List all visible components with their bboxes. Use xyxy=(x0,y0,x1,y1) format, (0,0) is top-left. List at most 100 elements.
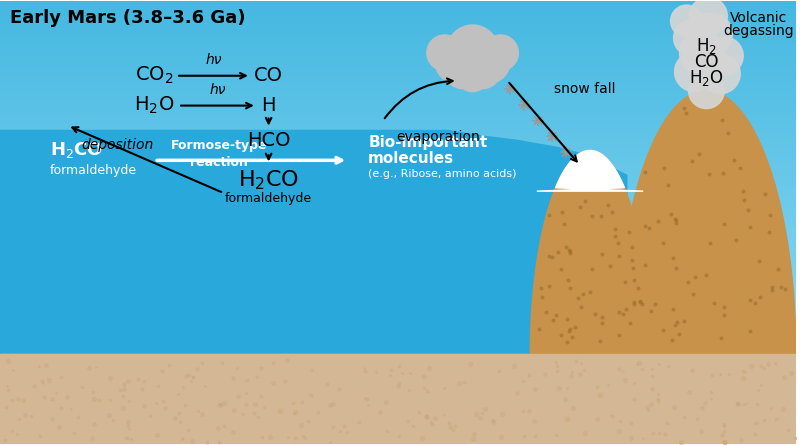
Bar xyxy=(0,241,796,245)
Bar xyxy=(0,226,796,230)
Circle shape xyxy=(434,38,481,84)
Circle shape xyxy=(445,53,481,89)
Bar xyxy=(0,163,796,167)
Text: evaporation: evaporation xyxy=(396,130,480,145)
Bar xyxy=(0,12,796,16)
Bar xyxy=(0,149,796,152)
Bar xyxy=(0,23,796,27)
Bar xyxy=(0,278,796,282)
Bar xyxy=(0,274,796,278)
Bar xyxy=(0,182,796,186)
Bar xyxy=(0,156,796,160)
Bar xyxy=(0,86,796,90)
Bar xyxy=(0,90,796,93)
Circle shape xyxy=(427,35,462,71)
Circle shape xyxy=(465,38,510,84)
Circle shape xyxy=(689,73,724,109)
Text: H$_2$O: H$_2$O xyxy=(134,95,174,116)
Circle shape xyxy=(690,0,727,35)
Bar xyxy=(0,82,796,86)
Text: hν: hν xyxy=(205,53,222,67)
Text: deposition: deposition xyxy=(82,138,154,152)
Bar xyxy=(0,400,796,403)
Bar xyxy=(0,359,796,363)
Circle shape xyxy=(457,60,489,92)
Bar xyxy=(0,407,796,411)
Bar xyxy=(0,348,796,352)
Bar xyxy=(0,200,796,204)
Text: Volcanic: Volcanic xyxy=(730,11,786,25)
Bar xyxy=(0,234,796,237)
Bar xyxy=(0,68,796,71)
Bar xyxy=(0,142,796,145)
Text: H: H xyxy=(262,96,276,115)
Bar xyxy=(0,319,796,322)
Circle shape xyxy=(679,31,723,75)
Bar xyxy=(0,42,796,45)
Text: Formose-type: Formose-type xyxy=(170,139,267,152)
Bar xyxy=(0,433,796,437)
Bar xyxy=(0,112,796,116)
Bar xyxy=(0,363,796,366)
Bar xyxy=(0,16,796,20)
Bar xyxy=(0,414,796,418)
Text: H$_2$CO: H$_2$CO xyxy=(238,168,299,192)
Bar xyxy=(0,171,796,174)
Text: snow fall: snow fall xyxy=(554,82,616,96)
Bar xyxy=(0,440,796,444)
Bar xyxy=(0,64,796,68)
Bar xyxy=(0,307,796,311)
Bar xyxy=(0,271,796,274)
Bar xyxy=(0,160,796,163)
Text: formaldehyde: formaldehyde xyxy=(225,192,312,205)
Text: formaldehyde: formaldehyde xyxy=(50,164,137,177)
Bar xyxy=(0,38,796,42)
Bar xyxy=(0,167,796,171)
Text: degassing: degassing xyxy=(723,24,794,38)
Bar xyxy=(0,138,796,142)
Bar xyxy=(0,248,796,252)
Bar xyxy=(0,344,796,348)
Bar xyxy=(0,119,796,123)
Bar xyxy=(0,60,796,64)
Bar xyxy=(0,366,796,370)
Text: H$_2$: H$_2$ xyxy=(696,36,717,56)
Bar xyxy=(0,75,796,79)
Bar xyxy=(0,93,796,97)
Bar xyxy=(0,381,796,385)
Bar xyxy=(0,340,796,344)
Text: molecules: molecules xyxy=(368,151,454,166)
Circle shape xyxy=(465,53,501,89)
Bar xyxy=(0,27,796,31)
Text: Bio-important: Bio-important xyxy=(368,135,487,150)
Bar xyxy=(0,303,796,307)
Bar xyxy=(0,8,796,12)
Polygon shape xyxy=(537,150,643,191)
Bar xyxy=(0,34,796,38)
Circle shape xyxy=(482,35,518,71)
Bar xyxy=(0,370,796,374)
Bar xyxy=(0,245,796,248)
Bar xyxy=(0,79,796,82)
Bar xyxy=(0,45,796,49)
Bar xyxy=(0,222,796,226)
Bar xyxy=(0,20,796,23)
Text: hν: hν xyxy=(209,83,226,97)
Bar xyxy=(0,211,796,215)
Bar xyxy=(0,178,796,182)
Bar xyxy=(0,215,796,219)
Circle shape xyxy=(674,20,710,56)
Bar xyxy=(0,285,796,289)
Circle shape xyxy=(670,5,702,37)
Bar xyxy=(0,197,796,200)
Bar xyxy=(0,105,796,108)
Bar xyxy=(0,49,796,53)
Bar xyxy=(0,237,796,241)
Bar xyxy=(0,31,796,34)
Bar xyxy=(0,422,796,425)
Bar xyxy=(0,296,796,300)
Circle shape xyxy=(690,13,732,55)
Bar xyxy=(0,403,796,407)
Bar xyxy=(0,71,796,75)
Bar xyxy=(0,5,796,8)
